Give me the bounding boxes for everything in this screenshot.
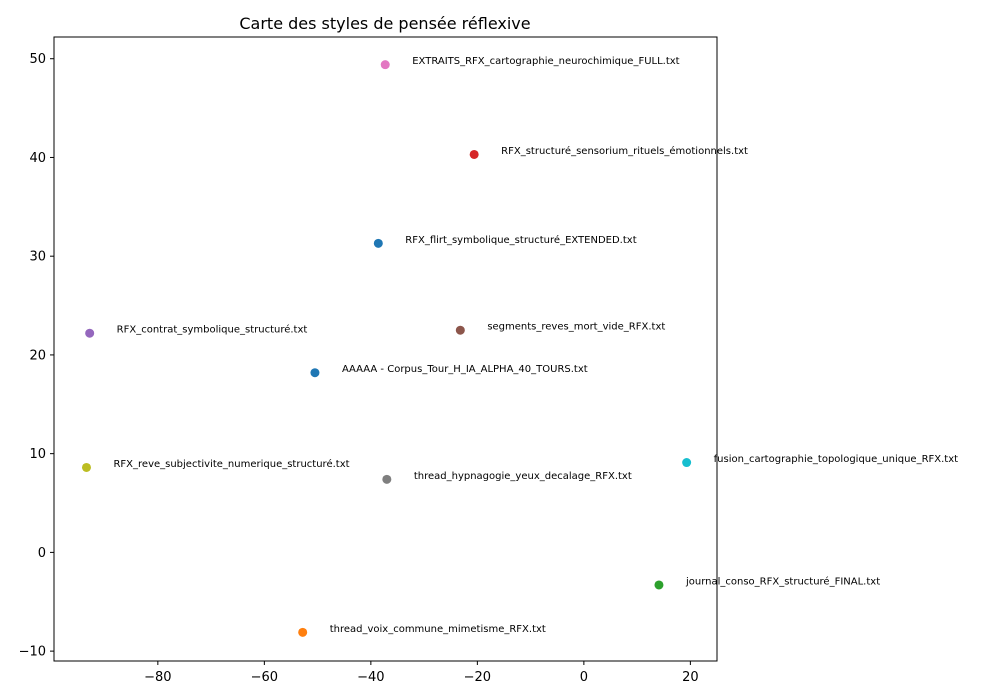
scatter-point [382, 474, 392, 484]
y-tick-label: −10 [19, 645, 46, 660]
point-label: thread_voix_commune_mimetisme_RFX.txt [330, 624, 546, 635]
y-tick-label: 40 [29, 151, 46, 166]
x-tick-label: −80 [144, 670, 171, 685]
x-tick-label: −60 [251, 670, 278, 685]
point-label: fusion_cartographie_topologique_unique_R… [714, 454, 959, 465]
y-tick-label: 10 [29, 447, 46, 462]
point-label: RFX_structuré_sensorium_rituels_émotionn… [501, 145, 748, 157]
scatter-point [455, 325, 465, 335]
scatter-point [682, 458, 692, 468]
scatter-point [310, 368, 320, 378]
scatter-point [85, 328, 95, 338]
point-label: RFX_flirt_symbolique_structuré_EXTENDED.… [405, 234, 636, 246]
x-tick-label: −40 [357, 670, 384, 685]
point-label: journal_conso_RFX_structuré_FINAL.txt [685, 575, 880, 587]
point-label: EXTRAITS_RFX_cartographie_neurochimique_… [412, 56, 679, 67]
point-label: RFX_reve_subjectivite_numerique_structur… [113, 458, 349, 470]
x-tick-label: 20 [682, 670, 699, 685]
scatter-point [298, 627, 308, 637]
data-points [81, 60, 692, 637]
x-tick-label: −20 [464, 670, 491, 685]
scatter-point [373, 238, 383, 248]
scatter-point [81, 462, 91, 472]
y-tick-label: 30 [29, 250, 46, 265]
y-tick-label: 20 [29, 348, 46, 363]
scatter-point [654, 580, 664, 590]
point-label: RFX_contrat_symbolique_structuré.txt [117, 324, 308, 336]
scatter-point [469, 149, 479, 159]
point-label: AAAAA - Corpus_Tour_H_IA_ALPHA_40_TOURS.… [342, 364, 588, 375]
scatter-point [380, 60, 390, 70]
y-tick-label: 50 [29, 52, 46, 67]
axis-ticks: −80 −60 −40 −20 0 20 −10 0 10 20 30 40 50 [19, 52, 699, 685]
point-label: thread_hypnagogie_yeux_decalage_RFX.txt [414, 471, 632, 482]
x-tick-label: 0 [580, 670, 588, 685]
point-label: segments_reves_mort_vide_RFX.txt [487, 322, 665, 333]
point-labels: AAAAA - Corpus_Tour_H_IA_ALPHA_40_TOURS.… [113, 56, 958, 635]
plot-frame [53, 36, 718, 662]
chart-title: Carte des styles de pensée réflexive [239, 14, 530, 33]
y-tick-label: 0 [38, 546, 46, 561]
